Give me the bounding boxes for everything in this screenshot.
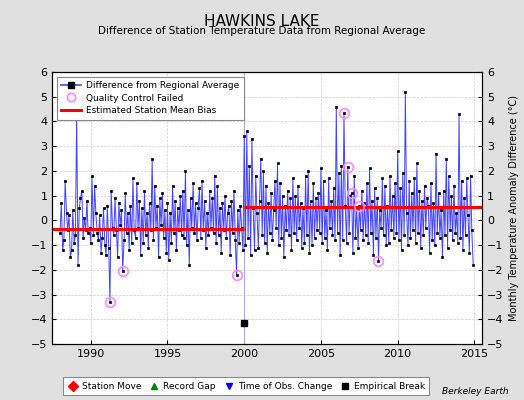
Text: Difference of Station Temperature Data from Regional Average: Difference of Station Temperature Data f… [99,26,425,36]
Text: HAWKINS LAKE: HAWKINS LAKE [204,14,320,29]
Text: Berkeley Earth: Berkeley Earth [442,387,508,396]
Y-axis label: Monthly Temperature Anomaly Difference (°C): Monthly Temperature Anomaly Difference (… [509,95,519,321]
Legend: Station Move, Record Gap, Time of Obs. Change, Empirical Break: Station Move, Record Gap, Time of Obs. C… [63,378,429,396]
Legend: Difference from Regional Average, Quality Control Failed, Estimated Station Mean: Difference from Regional Average, Qualit… [57,76,244,120]
